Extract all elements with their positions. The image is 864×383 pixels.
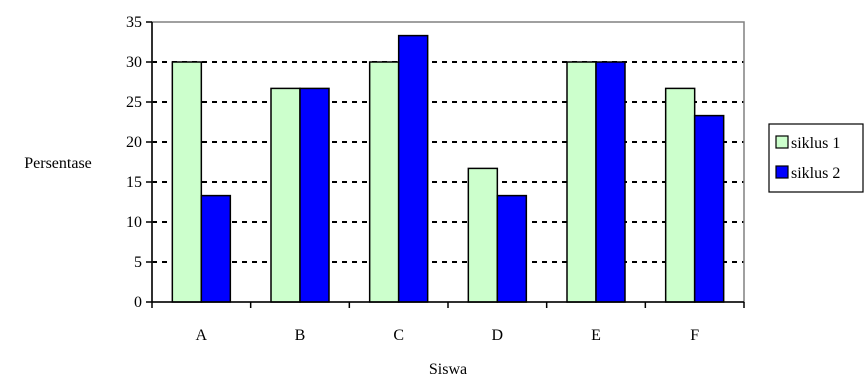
y-axis-ticks: 0 5 10 15 20 25 30 35 — [126, 14, 152, 311]
y-tick-label: 20 — [126, 134, 142, 151]
bar-B-series-1 — [270, 87, 301, 303]
x-axis-title: Siswa — [429, 361, 467, 378]
bar-D-series-1 — [467, 167, 499, 303]
x-tick-label-F: F — [690, 327, 699, 344]
y-tick-label: 25 — [126, 94, 142, 111]
y-tick-label: 10 — [126, 214, 142, 231]
legend-label-series-2: siklus 2 — [791, 165, 840, 182]
legend: siklus 1 siklus 2 — [768, 123, 864, 193]
bar-F-series-2 — [693, 114, 725, 303]
plot-area-frame — [151, 21, 745, 303]
bar-C-series-2 — [397, 34, 429, 303]
bar-A-series-1 — [171, 61, 203, 303]
x-tick-label-E: E — [591, 327, 601, 344]
y-axis-title: Persentase — [24, 155, 92, 172]
y-tick-label: 0 — [134, 294, 142, 311]
bar-F-series-1 — [664, 87, 696, 303]
y-tick-label: 15 — [126, 174, 142, 191]
gridlines — [152, 61, 744, 263]
y-tick-label: 30 — [126, 54, 142, 71]
x-tick-label-D: D — [492, 327, 504, 344]
y-tick-label: 5 — [134, 254, 142, 271]
x-tick-label-B: B — [295, 327, 306, 344]
bar-E-series-2 — [595, 61, 626, 303]
legend-label-series-1: siklus 1 — [791, 135, 840, 152]
bars — [171, 34, 725, 303]
bar-E-series-1 — [566, 61, 597, 303]
x-tick-label-A: A — [196, 327, 208, 344]
legend-swatch-series-2 — [775, 165, 789, 179]
legend-swatch-series-1 — [775, 135, 789, 149]
bar-B-series-2 — [299, 87, 330, 303]
y-tick-label: 35 — [126, 14, 142, 31]
bar-C-series-1 — [368, 61, 400, 303]
bar-D-series-2 — [496, 194, 528, 303]
x-tick-label-C: C — [393, 327, 404, 344]
x-axis-ticks: A B C D E F — [151, 302, 745, 344]
legend-box — [768, 123, 864, 193]
bar-A-series-2 — [200, 194, 232, 303]
